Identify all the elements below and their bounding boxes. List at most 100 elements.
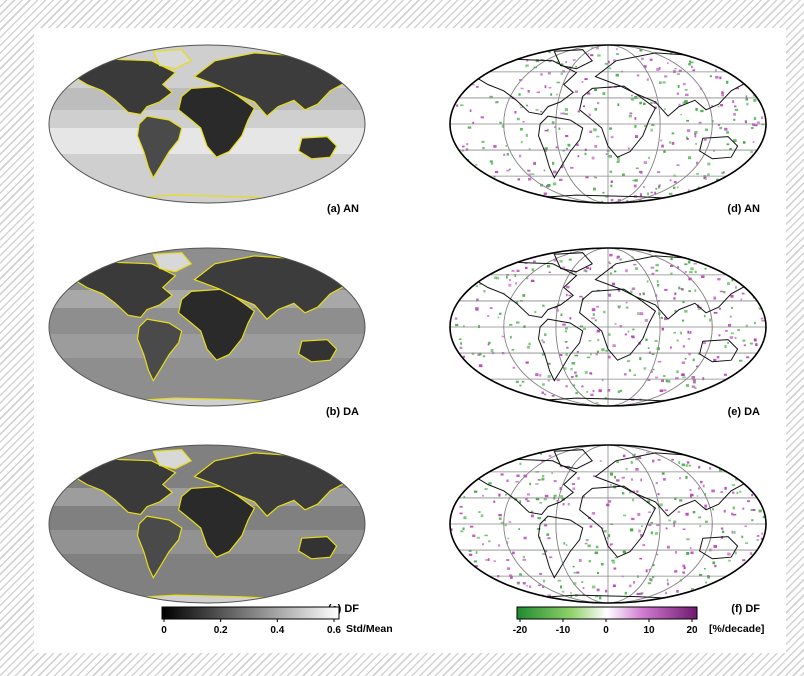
trend-speckle <box>540 110 543 113</box>
trend-speckle <box>734 337 737 339</box>
outline-africa <box>579 485 657 558</box>
trend-speckle <box>692 379 697 381</box>
trend-speckle <box>658 185 660 189</box>
trend-speckle <box>668 141 672 144</box>
trend-speckle <box>646 280 649 283</box>
trend-speckle <box>650 578 653 582</box>
trend-speckle <box>655 376 659 379</box>
trend-speckle <box>617 158 620 162</box>
trend-speckle <box>671 142 675 145</box>
trend-speckle <box>715 69 717 73</box>
trend-speckle <box>731 512 734 516</box>
trend-speckle <box>730 294 734 298</box>
trend-speckle <box>525 497 528 501</box>
trend-speckle <box>704 267 707 270</box>
trend-speckle <box>574 371 577 374</box>
trend-speckle <box>556 303 561 306</box>
trend-speckle <box>463 495 466 498</box>
trend-speckle <box>536 91 540 94</box>
trend-speckle <box>568 294 572 297</box>
trend-speckle <box>526 59 529 62</box>
trend-speckle <box>676 589 679 593</box>
trend-speckle <box>559 354 563 357</box>
colorbar-tick-label: 20 <box>686 625 698 636</box>
trend-speckle <box>703 139 707 141</box>
trend-speckle <box>687 260 691 264</box>
trend-speckle <box>505 494 507 496</box>
trend-speckle <box>661 379 664 383</box>
trend-speckle <box>735 87 740 90</box>
trend-speckle <box>605 589 608 593</box>
trend-speckle <box>501 335 505 338</box>
trend-speckle <box>676 370 679 374</box>
trend-speckle <box>681 319 685 322</box>
trend-speckle <box>650 521 654 524</box>
trend-speckle <box>500 521 504 525</box>
trend-speckle <box>644 125 648 127</box>
trend-speckle <box>535 498 540 501</box>
outline-australia <box>699 339 739 363</box>
trend-speckle <box>657 493 660 496</box>
coastline-eurasia <box>193 452 351 517</box>
panel-label-a: (a) AN <box>327 203 359 215</box>
coastline-africa <box>177 485 256 558</box>
trend-speckle <box>751 127 754 130</box>
trend-speckle <box>484 534 488 537</box>
trend-speckle <box>511 269 515 272</box>
trend-speckle <box>623 514 627 517</box>
trend-speckle <box>562 149 565 152</box>
map-panel-c: (c) DF <box>48 444 366 615</box>
trend-speckle <box>665 509 668 512</box>
trend-speckle <box>548 60 551 63</box>
trend-speckle <box>567 502 570 506</box>
trend-speckle <box>609 544 612 547</box>
trend-speckle <box>688 63 691 66</box>
trend-speckle <box>665 379 668 383</box>
trend-speckle <box>632 179 636 182</box>
trend-speckle <box>622 550 626 554</box>
trend-speckle <box>678 103 681 106</box>
trend-speckle <box>657 360 662 363</box>
trend-speckle <box>526 104 528 107</box>
trend-speckle <box>696 495 699 497</box>
trend-speckle <box>677 85 680 88</box>
trend-speckle <box>641 592 644 594</box>
trend-speckle <box>643 161 648 165</box>
trend-speckle <box>547 375 551 378</box>
trend-speckle <box>687 338 691 340</box>
trend-speckle <box>627 147 630 150</box>
trend-speckle <box>692 69 696 72</box>
trend-speckle <box>526 64 529 67</box>
trend-speckle <box>630 528 634 532</box>
trend-speckle <box>601 348 605 352</box>
trend-speckle <box>640 534 643 537</box>
map-panel-e: (e) DA <box>449 247 767 418</box>
trend-speckle <box>556 500 559 502</box>
trend-speckle <box>744 120 747 124</box>
trend-speckle <box>535 483 539 485</box>
trend-speckle <box>735 286 737 289</box>
trend-speckle <box>541 474 545 478</box>
trend-speckle <box>551 472 554 475</box>
trend-speckle <box>656 68 660 71</box>
trend-speckle <box>475 86 479 88</box>
trend-speckle <box>631 517 635 521</box>
trend-speckle <box>522 555 525 559</box>
coastline-greenland <box>152 49 193 70</box>
trend-speckle <box>637 575 639 578</box>
trend-speckle <box>714 564 717 568</box>
trend-speckle <box>664 288 668 291</box>
trend-speckle <box>505 145 508 147</box>
trend-speckle <box>633 184 637 188</box>
trend-speckle <box>762 515 766 519</box>
figure-canvas: (a) AN (b) DA (c) DF 0 0.2 0.4 0.6 Std/Mean <box>48 44 767 636</box>
trend-speckle <box>647 582 652 585</box>
trend-speckle <box>617 390 621 393</box>
trend-speckle <box>512 551 515 555</box>
trend-speckle <box>459 505 463 508</box>
trend-speckle <box>719 307 721 310</box>
trend-speckle <box>548 271 551 274</box>
trend-speckle <box>664 108 666 111</box>
trend-speckle <box>593 187 596 191</box>
trend-speckle <box>627 330 630 333</box>
